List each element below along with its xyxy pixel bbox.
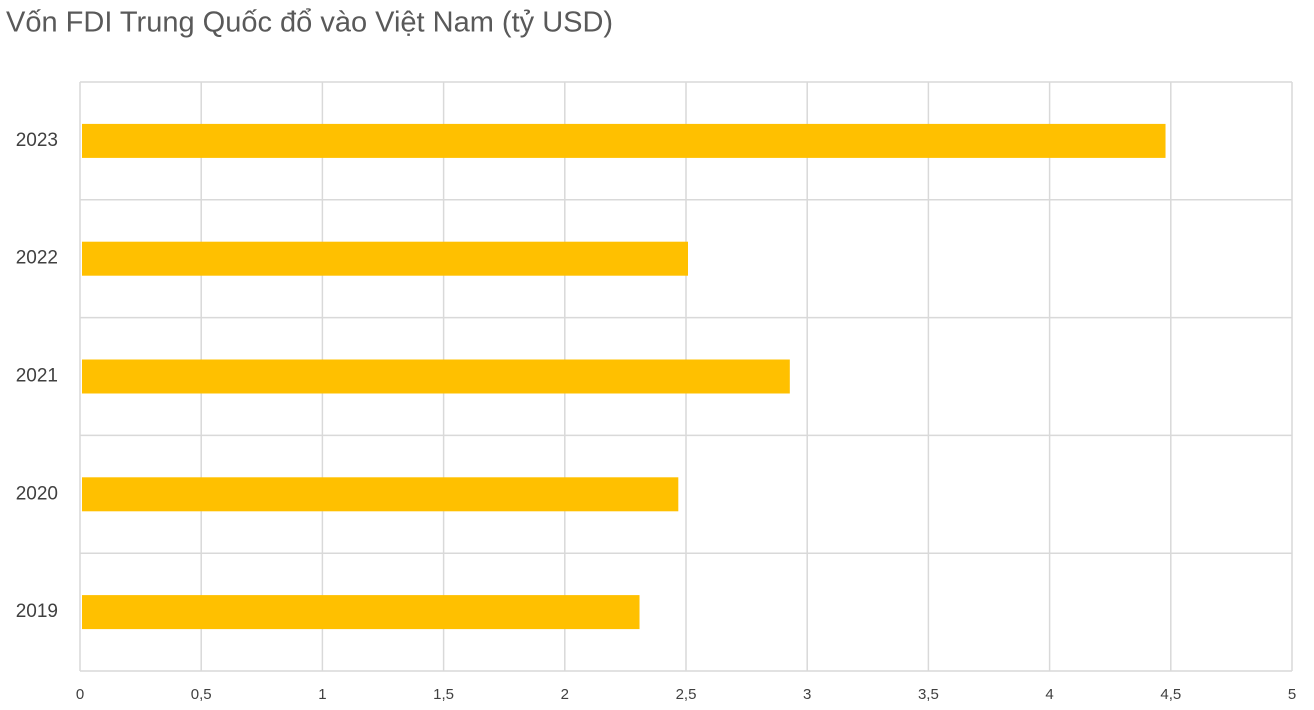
x-tick-label: 4,5 bbox=[1160, 686, 1181, 703]
x-tick-label: 3 bbox=[803, 686, 811, 703]
x-tick-label: 2,5 bbox=[676, 686, 697, 703]
y-tick-label: 2020 bbox=[16, 483, 58, 504]
x-tick-label: 0 bbox=[76, 686, 84, 703]
y-tick-label: 2023 bbox=[16, 130, 58, 151]
y-tick-label: 2022 bbox=[16, 248, 58, 269]
x-tick-label: 0,5 bbox=[191, 686, 212, 703]
bar bbox=[82, 595, 640, 630]
y-tick-label: 2021 bbox=[16, 366, 58, 387]
x-tick-label: 1 bbox=[318, 686, 326, 703]
chart-title: Vốn FDI Trung Quốc đổ vào Việt Nam (tỷ U… bbox=[6, 7, 613, 39]
x-tick-label: 4 bbox=[1045, 686, 1053, 703]
x-tick-label: 3,5 bbox=[918, 686, 939, 703]
x-tick-label: 5 bbox=[1288, 686, 1296, 703]
x-tick-label: 2 bbox=[561, 686, 569, 703]
x-tick-label: 1,5 bbox=[433, 686, 454, 703]
bar bbox=[82, 477, 679, 512]
bar bbox=[82, 123, 1166, 158]
bar bbox=[82, 359, 790, 394]
bar bbox=[82, 241, 688, 276]
y-tick-label: 2019 bbox=[16, 601, 58, 622]
